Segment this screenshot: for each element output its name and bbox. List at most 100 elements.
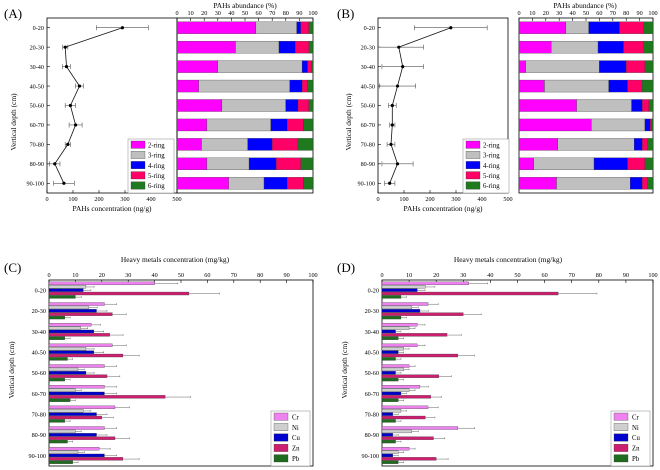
y-tick-label: 70-80 (32, 412, 46, 419)
y-tick-label: 20-30 (30, 44, 44, 51)
y-tick-label: 70-80 (30, 142, 44, 149)
abundance-bar-6-ring (308, 21, 314, 34)
x-tick-label: 60 (596, 10, 602, 17)
metal-bar-Pb (381, 439, 396, 444)
abundance-bar-3-ring (591, 118, 646, 132)
title-d: Heavy metals concentration (mg/kg) (454, 255, 563, 264)
abundance-bar-5-ring (287, 118, 304, 132)
legend-label-Cu: Cu (632, 435, 641, 442)
data-point (64, 65, 69, 69)
metal-bar-Zn (381, 415, 426, 420)
x-tick-label: 0 (175, 10, 178, 17)
metal-bar-Zn (381, 395, 431, 399)
abundance-bar-5-ring (295, 40, 310, 54)
abundance-bar-5-ring (619, 21, 644, 34)
abundance-bar-4-ring (588, 21, 620, 34)
x-tick-label: 50 (242, 10, 248, 17)
x-tick-label: 300 (120, 196, 129, 203)
y-tick-label: 90-100 (26, 180, 44, 187)
metal-bar-Cr (381, 385, 421, 389)
legend-swatch-Zn (273, 444, 289, 452)
metal-bar-Ni (381, 285, 426, 289)
metal-bar-Pb (381, 377, 399, 382)
abundance-bar-5-ring (626, 60, 646, 73)
abundance-bar-6-ring (311, 60, 314, 73)
metal-bar-Cu (381, 391, 402, 396)
y-tick-label: 0-20 (364, 25, 375, 32)
metal-bar-Ni (48, 347, 87, 351)
panel-label-d: (D) (337, 260, 355, 275)
metal-bar-Cr (48, 405, 116, 409)
legend-label-3-ring: 3-ring (483, 153, 500, 160)
legend-label-6-ring: 6-ring (148, 183, 165, 190)
legend-swatch-Pb (613, 454, 629, 463)
metal-bar-Cu (48, 350, 95, 354)
metal-bar-Pb (48, 398, 71, 402)
abundance-bar-3-ring (533, 157, 595, 171)
legend-label-Cr: Cr (292, 414, 300, 421)
metal-bar-Cr (381, 426, 459, 430)
x-tick-label: 70 (269, 10, 275, 17)
x-tick-label: 30 (460, 272, 466, 279)
x-tick-label: 80 (623, 10, 629, 17)
y-tick-label: 0-20 (33, 25, 44, 32)
abundance-bar-4-ring (608, 79, 628, 93)
abundance-bar-2-ring (176, 177, 229, 190)
data-point (388, 181, 392, 185)
abundance-bar-2-ring (176, 60, 218, 73)
legend-swatch-Pb (273, 454, 289, 463)
abundance-bar-4-ring (270, 118, 288, 132)
metal-bar-Cr (381, 447, 410, 451)
abundance-bar-4-ring (631, 99, 643, 112)
legend-swatch-4-ring (465, 161, 481, 169)
legend-label-5-ring: 5-ring (148, 173, 165, 180)
x-tick-label: 40 (228, 10, 234, 17)
metal-bar-Cr (381, 343, 418, 347)
metal-bar-Cr (48, 385, 105, 389)
x-tick-label: 80 (257, 272, 263, 279)
abundance-bar-2-ring (176, 99, 223, 112)
legend-swatch-2-ring (130, 140, 146, 149)
legend-swatch-2-ring (465, 140, 481, 149)
legend-label-Cr: Cr (632, 414, 640, 421)
metal-bar-Cu (381, 309, 421, 313)
metal-bar-Cr (381, 364, 410, 368)
abundance-bar-4-ring (599, 60, 627, 73)
abundance-bar-2-ring (176, 157, 208, 171)
metal-bar-Ni (381, 429, 412, 434)
legend-swatch-5-ring (130, 171, 146, 180)
y-tick-label: 40-50 (30, 83, 44, 90)
x-tick-label: 100 (68, 196, 77, 203)
y-tick-label: 30-40 (361, 64, 375, 71)
abundance-bar-3-ring (228, 177, 265, 190)
y-tick-label: 80-90 (365, 432, 379, 439)
data-point (395, 84, 400, 88)
xlabel-a: PAHs concentration (ng/g) (73, 204, 152, 213)
abundance-bar-5-ring (642, 177, 648, 190)
legend-label-Pb: Pb (292, 456, 300, 463)
legend-label-2-ring: 2-ring (148, 142, 165, 149)
abundance-bar-4-ring (247, 138, 273, 151)
data-point (397, 45, 401, 49)
abundance-bar-5-ring (276, 157, 301, 171)
x-tick-label: 500 (503, 196, 512, 203)
abundance-bar-4-ring (597, 40, 624, 54)
metal-bar-Pb (48, 460, 73, 464)
abundance-bar-4-ring (301, 60, 308, 73)
legend-label-Ni: Ni (292, 425, 299, 432)
legend-swatch-4-ring (130, 161, 146, 169)
y-tick-label: 90-100 (28, 453, 46, 460)
metal-bar-Pb (48, 315, 65, 320)
metal-bar-Pb (48, 295, 76, 299)
metal-bar-Ni (48, 285, 87, 289)
abundance-bar-5-ring (287, 177, 304, 190)
y-tick-label: 70-80 (361, 142, 375, 149)
legend-swatch-3-ring (130, 151, 146, 159)
metal-bar-Cu (48, 288, 84, 292)
x-tick-label: 20 (433, 272, 439, 279)
metal-bar-Ni (381, 409, 402, 413)
x-tick-label: 100 (308, 10, 317, 17)
panel-label-a: (A) (4, 6, 22, 21)
abundance-bar-4-ring (263, 177, 288, 190)
metal-bar-Zn (48, 353, 124, 358)
